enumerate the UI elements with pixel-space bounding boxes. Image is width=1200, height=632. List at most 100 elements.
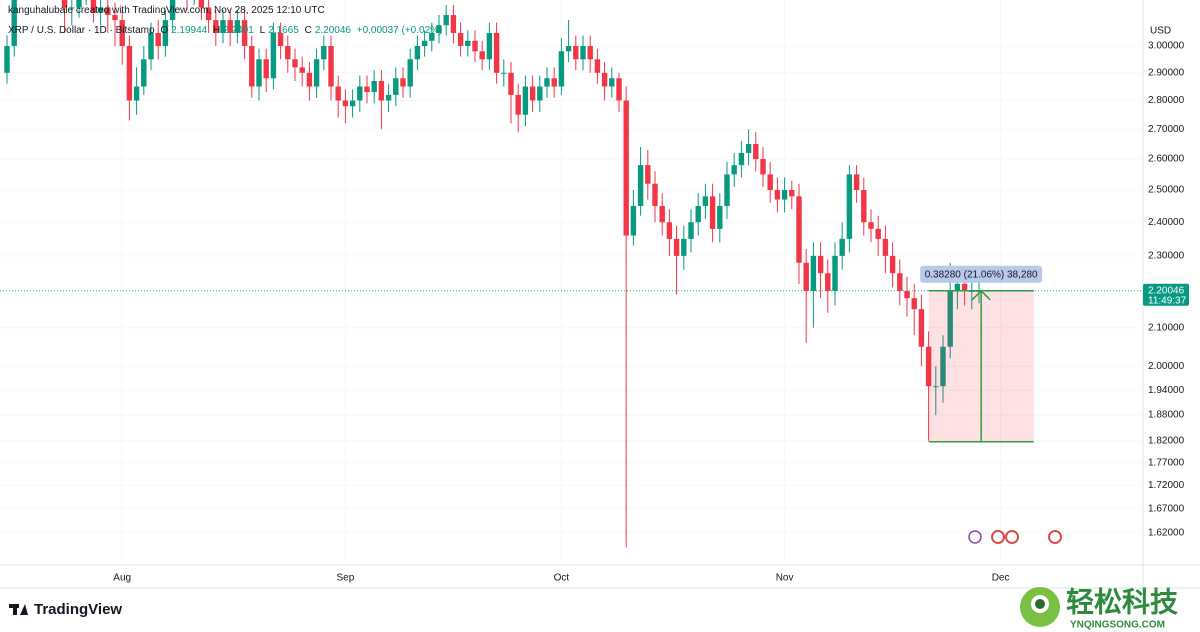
candle-body <box>256 59 262 87</box>
candle-body <box>443 15 449 26</box>
candle-body <box>241 20 248 47</box>
candle-body <box>400 78 406 87</box>
watermark: 轻松科技 YNQINGSONG.COM <box>1020 586 1178 631</box>
y-tick-label: 1.67000 <box>1148 503 1185 514</box>
measure-label: 0.38280 (21.06%) 38,280 <box>925 269 1038 280</box>
event-icons <box>968 530 1062 544</box>
candle-body <box>623 100 629 236</box>
x-tick-label: Oct <box>554 573 570 584</box>
candle-body <box>565 46 572 52</box>
candle-body <box>501 72 507 74</box>
candle-body <box>659 205 665 223</box>
candle-body <box>393 78 399 95</box>
candle-body <box>11 0 17 47</box>
candle-body <box>457 32 464 47</box>
candle-body <box>868 222 874 229</box>
plot-area: 0.38280 (21.06%) 38,280 <box>4 0 1043 548</box>
candle-body <box>709 196 716 229</box>
candle-body <box>292 59 298 68</box>
y-tick-label: 3.00000 <box>1148 41 1185 52</box>
legend: XRP / U.S. Dollar · 1D · Bitstamp O 2.199… <box>8 25 445 36</box>
candle-body <box>342 100 349 107</box>
label: C <box>304 25 312 36</box>
candle-body <box>472 40 478 52</box>
y-tick-label: 1.82000 <box>1148 435 1185 446</box>
candle-body <box>875 228 881 239</box>
candle-body <box>220 20 226 33</box>
x-tick-label: Dec <box>992 573 1010 584</box>
candle-body <box>911 298 917 310</box>
candle-body <box>371 81 377 93</box>
y-tick-label: 2.10000 <box>1148 322 1185 333</box>
y-tick-label: 1.72000 <box>1148 480 1185 491</box>
candle-body <box>673 238 680 256</box>
value: 2.2491 <box>223 25 254 36</box>
candle-body <box>587 46 593 60</box>
candle-body <box>645 165 651 184</box>
candle-body <box>141 59 147 87</box>
candle-body <box>925 346 932 387</box>
candle-body <box>227 20 233 33</box>
candle-body <box>630 205 637 236</box>
candle-body <box>904 290 910 299</box>
y-tick-label: 2.80000 <box>1148 95 1185 106</box>
candle-body <box>213 20 219 33</box>
candle-body <box>364 86 370 93</box>
candle-body <box>407 59 413 87</box>
candle-body <box>61 0 68 8</box>
candle-body <box>522 86 529 115</box>
candle-body <box>810 255 817 291</box>
candle-body <box>681 238 687 256</box>
candle-body <box>486 32 493 60</box>
candle-body <box>825 273 831 291</box>
label: O <box>160 25 169 36</box>
candle-body <box>558 51 565 87</box>
credit: kanguhalubale created with TradingView.c… <box>8 5 325 16</box>
x-tick-label: Sep <box>337 573 355 584</box>
candle-body <box>169 0 176 21</box>
candle-body <box>796 196 802 263</box>
x-tick-label: Aug <box>113 573 131 584</box>
x-tick-label: Nov <box>776 573 794 584</box>
candle-body <box>349 100 356 107</box>
candle-body <box>126 46 133 101</box>
y-tick-label: 2.40000 <box>1148 217 1185 228</box>
candle-body <box>853 174 860 191</box>
candle-body <box>724 174 730 206</box>
candle-body <box>745 143 752 153</box>
candle-body <box>429 32 435 41</box>
candle-body <box>817 255 824 274</box>
candle-body <box>493 32 500 73</box>
price-label-box <box>1143 283 1189 306</box>
logo-text: TradingView <box>34 601 122 618</box>
candle-body <box>544 78 550 87</box>
candle-body <box>609 78 615 87</box>
candle-body <box>594 59 601 73</box>
y-tick-label: 2.90000 <box>1148 67 1185 78</box>
candle-body <box>861 190 867 223</box>
candle-body <box>414 46 421 60</box>
price-label: 2.20046 <box>1148 285 1185 296</box>
candle-body <box>897 273 903 291</box>
candle-body <box>760 159 766 175</box>
candle-body <box>148 32 154 60</box>
candle-body <box>774 190 781 200</box>
candle-body <box>155 32 161 47</box>
candle-body <box>328 46 334 87</box>
y-tick-label: 1.62000 <box>1148 527 1185 538</box>
candle-body <box>537 86 543 101</box>
symbol: XRP / U.S. Dollar · 1D · Bitstamp <box>8 25 155 36</box>
candle-body <box>529 86 536 101</box>
label: L <box>259 25 266 36</box>
candle-body <box>285 46 291 60</box>
candle-body <box>846 174 853 239</box>
candle-body <box>832 255 838 291</box>
candle-body <box>133 86 140 101</box>
candle-body <box>277 32 284 47</box>
candle-body <box>299 67 305 73</box>
candle-body <box>940 346 946 387</box>
candle-body <box>515 94 521 115</box>
candle-body <box>335 86 341 101</box>
